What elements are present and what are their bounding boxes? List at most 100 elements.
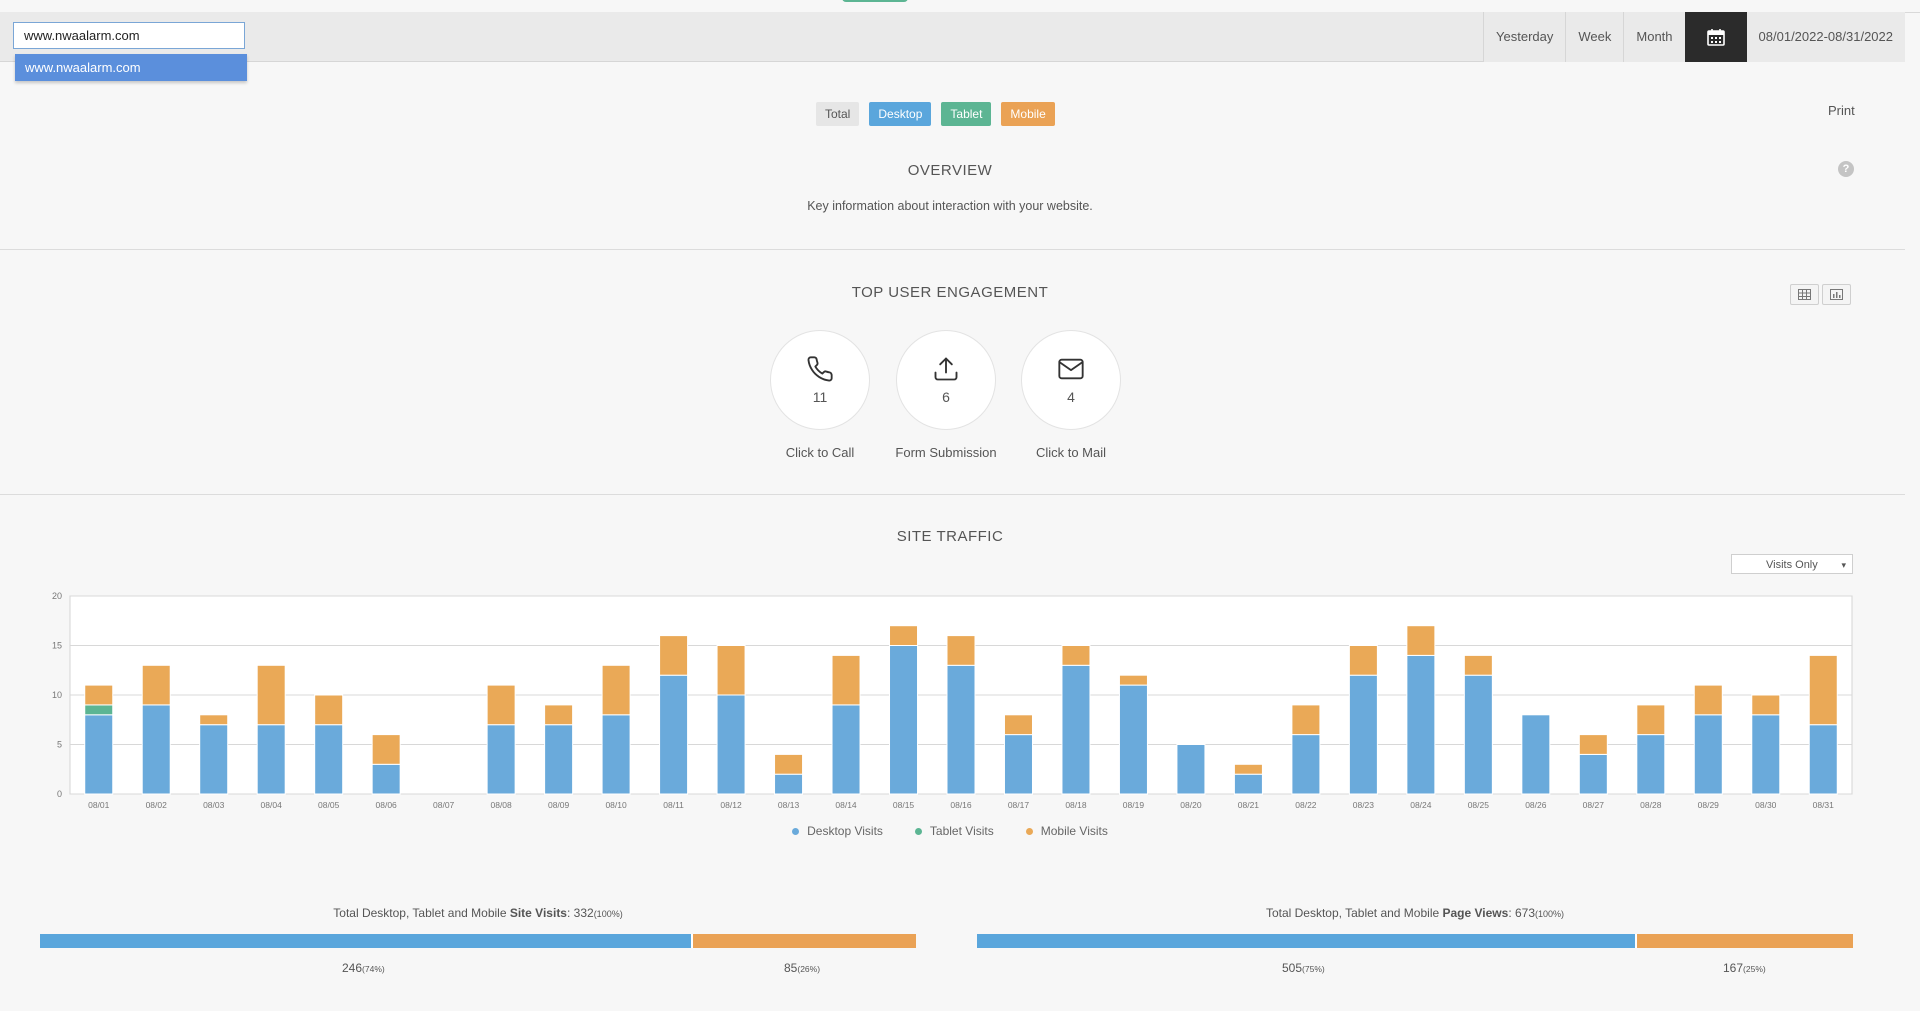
visits-select[interactable]: Visits Only ▾ [1731,554,1853,574]
yesterday-button[interactable]: Yesterday [1483,12,1566,62]
summary-prefix: Total Desktop, Tablet and Mobile [333,906,510,920]
divider [0,249,1905,250]
bar-segment [946,664,976,795]
engagement-click-to-call: 11 Click to Call [770,330,870,460]
x-tick-label: 08/13 [778,800,800,810]
bar-segment [1118,674,1148,686]
overview-title: OVERVIEW [907,162,993,179]
engagement-click-to-mail: 4 Click to Mail [1021,330,1121,460]
x-tick-label: 08/30 [1755,800,1777,810]
filter-total[interactable]: Total [816,102,860,126]
week-button[interactable]: Week [1565,12,1624,62]
x-tick-label: 08/31 [1813,800,1835,810]
bar-segment [716,694,746,795]
legend-label: Mobile Visits [1040,824,1108,838]
bar-segment [831,704,861,795]
overview-subtitle: Key information about interaction with y… [807,199,1093,213]
calendar-button[interactable] [1684,12,1747,62]
bar-segment [544,724,574,795]
views-mobile-value: 167(25%) [1723,961,1766,975]
bar-segment [314,694,344,726]
bar-segment [1751,694,1781,716]
x-tick-label: 08/14 [835,800,857,810]
bar-segment [1751,714,1781,795]
bar-segment [1348,674,1378,795]
y-tick-label: 0 [57,789,62,799]
bar-segment [1463,674,1493,795]
legend-label: Tablet Visits [929,824,994,838]
x-tick-label: 08/18 [1065,800,1087,810]
engagement-value: 11 [812,389,828,405]
summary-total: : 673 [1508,906,1536,920]
device-filters: Total Desktop Tablet Mobile [816,102,1055,126]
table-icon [1798,289,1811,300]
bar-segment [256,664,286,726]
engagement-label: Form Submission [895,445,997,460]
bar-segment [486,684,516,726]
x-tick-label: 08/04 [261,800,283,810]
phone-icon [807,356,833,382]
bar-segment [1636,704,1666,736]
bar-segment [141,664,171,706]
bar-segment [371,734,401,765]
bar-segment [1693,684,1723,716]
bar-segment [889,625,919,646]
legend-label: Desktop Visits [807,824,883,838]
month-button[interactable]: Month [1623,12,1685,62]
engagement-form-submission: 6 Form Submission [895,330,997,460]
x-tick-label: 08/12 [720,800,742,810]
engagement-value: 4 [1067,389,1075,405]
site-dropdown-option[interactable]: www.nwaalarm.com [15,54,247,81]
divider [0,494,1905,495]
bar-segment [84,704,114,716]
engagement-label: Click to Call [785,445,855,460]
help-icon[interactable]: ? [1838,161,1854,177]
bar-segment [946,635,976,666]
engagement-label: Click to Mail [1035,445,1107,460]
summary-metric: Site Visits [509,906,567,920]
calendar-icon [1706,29,1725,46]
filter-tablet[interactable]: Tablet [941,102,992,126]
chart-view-button[interactable] [1822,284,1851,305]
view-toggle [1790,284,1851,305]
print-link[interactable]: Print [1828,103,1855,118]
engagement-title: TOP USER ENGAGEMENT [851,284,1049,301]
bar-segment [1808,654,1838,726]
legend-dot [792,827,800,835]
chart-legend: Desktop Visits Tablet Visits Mobile Visi… [0,824,1900,838]
bar-segment [1808,724,1838,795]
x-tick-label: 08/05 [318,800,340,810]
legend-mobile[interactable]: Mobile Visits [1025,824,1108,838]
legend-tablet[interactable]: Tablet Visits [914,824,994,838]
bar-segment [1291,704,1321,736]
legend-dot [1025,827,1033,835]
bar-segment [1578,753,1608,795]
x-tick-label: 08/09 [548,800,570,810]
filter-mobile[interactable]: Mobile [1001,102,1055,126]
x-tick-label: 08/29 [1698,800,1720,810]
bar-segment [486,724,516,795]
date-range-value[interactable]: 08/01/2022-08/31/2022 [1746,12,1905,62]
table-view-button[interactable] [1790,284,1819,305]
x-tick-label: 08/20 [1180,800,1202,810]
bar-segment [1003,714,1033,736]
date-range-group: Yesterday Week Month 08/01/2022-08/31/20… [1483,12,1905,62]
bar-segment [1348,645,1378,676]
site-input[interactable] [13,22,245,49]
x-tick-label: 08/07 [433,800,455,810]
bar-segment [256,724,286,795]
chevron-down-icon: ▾ [1841,560,1846,570]
x-tick-label: 08/16 [950,800,972,810]
mobile-segment [1635,934,1853,948]
engagement-circle: 4 [1021,330,1121,430]
bar-segment [659,635,689,676]
page-views-summary: Total Desktop, Tablet and Mobile Page Vi… [977,906,1853,920]
desktop-segment [977,934,1635,948]
summary-prefix: Total Desktop, Tablet and Mobile [1265,906,1443,920]
bar-segment [1693,714,1723,795]
legend-desktop[interactable]: Desktop Visits [792,824,883,838]
x-tick-label: 08/17 [1008,800,1030,810]
bar-segment [1061,645,1091,666]
x-tick-label: 08/02 [146,800,168,810]
filter-desktop[interactable]: Desktop [869,102,932,126]
